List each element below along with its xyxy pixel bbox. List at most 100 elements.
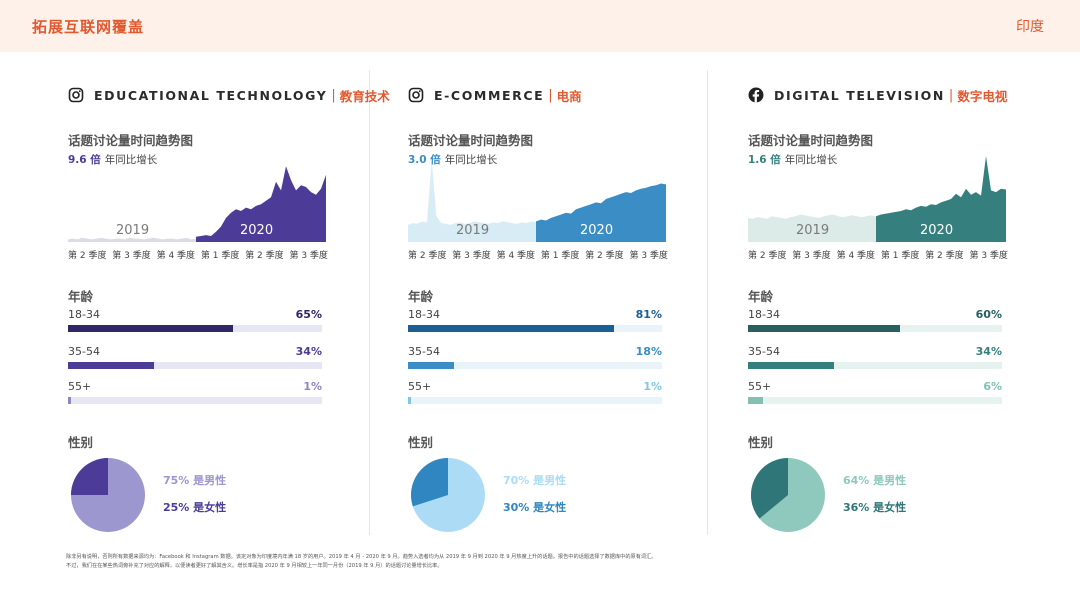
topic-panel-ecommerce: E-COMMERCE | 电商 话题讨论量时间趋势图 2019 2020 3.0 … xyxy=(408,0,748,590)
trend-area-2019 xyxy=(408,160,536,242)
age-percent: 60% xyxy=(975,308,1002,321)
age-bar-fill xyxy=(68,397,72,404)
quarter-tick: 第 2 季度 xyxy=(748,251,787,261)
quarter-tick: 第 1 季度 xyxy=(540,251,580,261)
trend-area-2020 xyxy=(536,183,666,242)
age-label: 年龄 xyxy=(68,289,94,304)
age-bar-track xyxy=(408,397,662,404)
panel-title: DIGITAL TELEVISION | 数字电视 xyxy=(748,86,1007,104)
instagram-icon xyxy=(408,87,424,103)
title-cn: 教育技术 xyxy=(339,88,390,104)
quarter-axis: 第 2 季度第 3 季度第 4 季度第 1 季度第 2 季度第 3 季度 xyxy=(408,248,668,261)
trend-chart: 2019 2020 xyxy=(408,160,666,242)
quarter-tick: 第 4 季度 xyxy=(836,251,876,261)
age-bar-track xyxy=(748,397,1002,404)
age-bar-track xyxy=(68,325,322,332)
panel-divider xyxy=(369,70,370,535)
age-bar-track xyxy=(748,362,1002,369)
quarter-tick: 第 4 季度 xyxy=(156,251,196,261)
title-en: EDUCATIONAL TECHNOLOGY xyxy=(94,87,328,103)
quarter-tick: 第 4 季度 xyxy=(496,251,536,261)
quarter-tick: 第 3 季度 xyxy=(792,251,831,261)
age-bar-track xyxy=(68,362,322,369)
growth-caption: 年同比增长 xyxy=(784,154,838,166)
age-bar-track xyxy=(408,362,662,369)
title-cn: 电商 xyxy=(556,88,582,104)
quarter-tick: 第 2 季度 xyxy=(408,251,447,261)
title-separator: | xyxy=(548,87,553,103)
gender-pie xyxy=(71,458,145,532)
age-group: 18-34 xyxy=(408,308,440,321)
title-cn: 数字电视 xyxy=(957,88,1008,104)
female-legend: 25% 是女性 xyxy=(163,501,227,514)
age-group: 55+ xyxy=(408,380,432,393)
quarter-tick: 第 2 季度 xyxy=(925,251,964,261)
age-percent: 34% xyxy=(295,345,322,358)
trend-label: 话题讨论量时间趋势图 xyxy=(68,133,194,148)
pie-slice-female xyxy=(751,458,788,519)
trend-label: 话题讨论量时间趋势图 xyxy=(408,133,534,148)
age-bar-fill xyxy=(748,325,901,332)
age-group: 35-54 xyxy=(408,345,440,358)
quarter-tick: 第 2 季度 xyxy=(585,251,624,261)
age-group: 35-54 xyxy=(68,345,100,358)
age-percent: 1% xyxy=(303,380,322,393)
male-legend: 64% 是男性 xyxy=(843,474,907,487)
age-group: 18-34 xyxy=(68,308,100,321)
topic-panel-digital-tv: DIGITAL TELEVISION | 数字电视 话题讨论量时间趋势图 201… xyxy=(748,0,1080,590)
quarter-tick: 第 3 季度 xyxy=(969,251,1008,261)
year-label-2020: 2020 xyxy=(580,223,613,238)
country-label: 印度 xyxy=(1016,19,1044,35)
quarter-tick: 第 2 季度 xyxy=(245,251,284,261)
gender-label: 性别 xyxy=(68,435,94,450)
year-label-2019: 2019 xyxy=(116,223,149,238)
title-separator: | xyxy=(331,87,336,103)
growth-text: 3.0 倍年同比增长 xyxy=(408,152,497,167)
instagram-icon xyxy=(68,87,84,103)
quarter-tick: 第 2 季度 xyxy=(68,251,107,261)
page-title: 拓展互联网覆盖 xyxy=(32,18,145,36)
age-bar-fill xyxy=(408,362,454,369)
year-label-2020: 2020 xyxy=(240,223,273,238)
age-bar-track xyxy=(408,325,662,332)
facebook-icon xyxy=(748,87,764,103)
trend-chart: 2019 2020 xyxy=(748,156,1006,242)
female-legend: 36% 是女性 xyxy=(843,501,907,514)
age-percent: 65% xyxy=(295,308,322,321)
panel-title: EDUCATIONAL TECHNOLOGY | 教育技术 xyxy=(68,86,390,104)
quarter-axis: 第 2 季度第 3 季度第 4 季度第 1 季度第 2 季度第 3 季度 xyxy=(68,248,328,261)
age-bar-fill xyxy=(748,397,764,404)
quarter-axis: 第 2 季度第 3 季度第 4 季度第 1 季度第 2 季度第 3 季度 xyxy=(748,248,1008,261)
gender-pie xyxy=(751,458,825,532)
quarter-tick: 第 1 季度 xyxy=(200,251,240,261)
age-bar-fill xyxy=(408,325,614,332)
quarter-tick: 第 3 季度 xyxy=(289,251,328,261)
quarter-tick: 第 3 季度 xyxy=(452,251,491,261)
age-bar-fill xyxy=(748,362,835,369)
panel-divider xyxy=(707,70,708,535)
age-bar-fill xyxy=(68,325,234,332)
gender-label: 性别 xyxy=(748,435,774,450)
footnote: 除非另有说明，否则所有数据来源均为：Facebook 和 Instagram 数… xyxy=(66,553,1026,571)
pie-slice-female xyxy=(411,458,448,507)
quarter-tick: 第 3 季度 xyxy=(629,251,668,261)
female-legend: 30% 是女性 xyxy=(503,501,567,514)
title-en: E-COMMERCE xyxy=(434,87,545,103)
age-bar-track xyxy=(748,325,1002,332)
title-separator: | xyxy=(948,87,954,103)
trend-chart: 2019 2020 xyxy=(68,166,326,242)
trend-area-2020 xyxy=(196,166,326,242)
quarter-tick: 第 1 季度 xyxy=(880,251,920,261)
age-percent: 1% xyxy=(643,380,662,393)
age-group: 35-54 xyxy=(748,345,780,358)
growth-value: 3.0 倍 xyxy=(408,154,441,166)
male-legend: 75% 是男性 xyxy=(163,474,227,487)
age-label: 年龄 xyxy=(408,289,434,304)
growth-text: 9.6 倍年同比增长 xyxy=(68,152,157,167)
quarter-tick: 第 3 季度 xyxy=(112,251,151,261)
footnote-line: 除非另有说明，否则所有数据来源均为：Facebook 和 Instagram 数… xyxy=(66,554,657,560)
age-bar-fill xyxy=(68,362,155,369)
age-bar-track xyxy=(68,397,322,404)
gender-pie xyxy=(411,458,485,532)
growth-value: 9.6 倍 xyxy=(68,154,101,166)
